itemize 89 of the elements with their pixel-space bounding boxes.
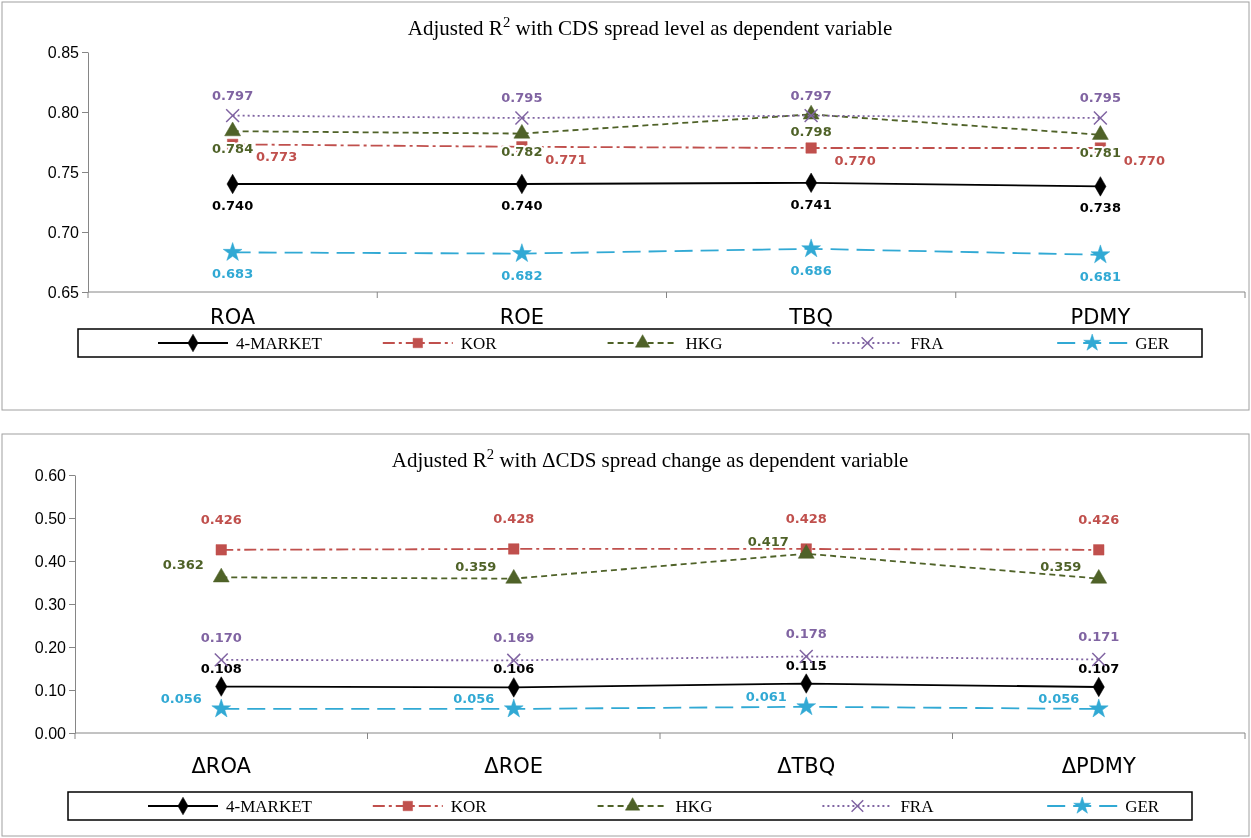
point [514,110,530,126]
point [1093,110,1108,126]
legend-label: GER [1135,334,1170,353]
y-tick-label: 0.75 [47,163,80,181]
x-tick-label: ROE [499,305,545,329]
legend-label: HKG [685,334,723,353]
data-label: 0.061 [745,688,787,704]
data-label: 0.359 [455,558,497,574]
point [512,243,532,262]
data-label: 0.107 [1078,660,1120,676]
data-label: 0.428 [493,510,535,526]
point [513,124,531,139]
y-tick-label: 0.00 [34,724,67,742]
point [508,543,520,555]
data-label: 0.169 [493,630,535,646]
legend-label: KOR [450,797,488,816]
data-label: 0.770 [1123,153,1165,168]
x-tick-label: ΔROE [484,754,544,778]
point [1089,698,1109,718]
data-label: 0.773 [256,149,298,165]
data-label: 0.683 [212,266,254,282]
y-tick-label: 0.50 [34,509,67,527]
data-label: 0.056 [160,690,202,706]
data-label: 0.178 [785,626,827,642]
data-label: 0.770 [834,153,876,168]
data-label: 0.362 [162,557,204,573]
y-tick-label: 0.80 [47,103,80,121]
y-tick-label: 0.10 [34,681,67,699]
point [222,242,243,261]
point [211,698,231,718]
y-tick-label: 0.65 [47,283,80,301]
data-label: 0.741 [790,196,832,212]
point [1090,244,1111,264]
x-tick-label: ROA [210,305,256,329]
data-label: 0.170 [200,629,242,645]
point [215,544,227,556]
data-label: 0.795 [501,90,543,105]
point [805,142,817,154]
point [803,108,819,123]
data-label: 0.740 [501,198,543,213]
data-label: 0.359 [1040,558,1082,574]
y-tick-label: 0.70 [47,223,80,241]
legend-label: 4-MARKET [226,797,313,816]
legend-label: GER [1125,797,1160,816]
data-label: 0.106 [493,661,535,677]
point [225,108,240,123]
chart-title: Adjusted R$^{2}$ with ΔCDS spread change as dependent variable [391,446,909,472]
data-label: 0.056 [1038,690,1080,706]
data-label: 0.171 [1078,629,1120,645]
legend-label: KOR [460,334,498,353]
legend-label: FRA [900,797,935,816]
data-label: 0.108 [200,660,242,676]
legend-label: HKG [675,797,713,816]
y-tick-label: 0.30 [34,595,67,613]
data-label: 0.426 [1078,511,1120,527]
data-label: 0.784 [212,141,254,157]
data-label: 0.056 [453,690,495,706]
data-label: 0.115 [785,657,827,673]
data-label: 0.682 [501,267,543,283]
data-label: 0.740 [212,198,254,213]
y-tick-label: 0.20 [34,638,67,656]
y-tick-label: 0.60 [34,466,67,484]
data-label: 0.428 [785,510,827,526]
point [504,698,524,718]
data-label: 0.738 [1079,200,1121,216]
x-tick-label: ΔROA [191,754,252,778]
x-tick-label: ΔPDMY [1061,754,1136,778]
data-label: 0.417 [747,533,789,549]
point [796,696,816,716]
data-label: 0.797 [790,87,832,103]
data-label: 0.686 [790,262,832,278]
data-label: 0.797 [212,87,254,103]
data-label: 0.781 [1079,144,1121,160]
point [801,238,821,258]
y-tick-label: 0.40 [34,552,67,570]
data-label: 0.795 [1079,90,1121,105]
x-tick-label: ΔTBQ [777,754,836,778]
data-label: 0.681 [1079,268,1121,284]
x-tick-label: PDMY [1070,305,1131,329]
point [1093,544,1105,556]
data-label: 0.798 [790,124,832,140]
data-label: 0.771 [545,151,587,167]
legend-label: FRA [910,334,945,353]
x-tick-label: TBQ [788,305,834,329]
y-tick-label: 0.85 [47,43,80,61]
data-label: 0.782 [501,143,543,159]
chart-title: Adjusted R$^{2}$ with CDS spread level as dependent variable [407,14,893,40]
data-label: 0.426 [200,511,242,527]
legend-label: 4-MARKET [236,334,323,353]
